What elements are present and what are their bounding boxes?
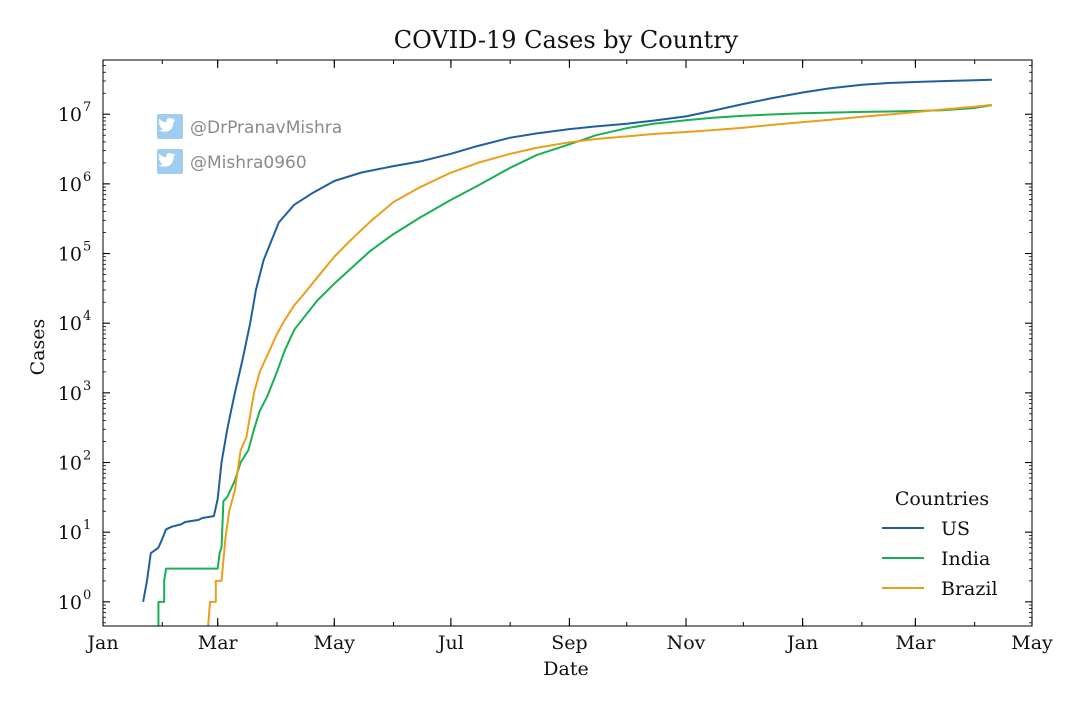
x-tick-label: Mar bbox=[198, 632, 239, 654]
x-tick-label: Nov bbox=[667, 632, 706, 654]
legend-label-brazil: Brazil bbox=[941, 578, 998, 600]
y-tick-label: 10 bbox=[58, 244, 82, 266]
y-tick-label: 10 bbox=[58, 174, 82, 196]
series-line-us bbox=[142, 78, 992, 603]
series-line-brazil bbox=[207, 103, 992, 626]
legend-title: Countries bbox=[895, 488, 989, 510]
chart-title: COVID-19 Cases by Country bbox=[394, 26, 739, 54]
x-axis: Jan Mar May Jul Sep Nov Jan Mar May bbox=[85, 60, 1053, 654]
legend-label-india: India bbox=[941, 548, 990, 570]
x-tick-label: Jan bbox=[785, 632, 818, 654]
watermark: @DrPranavMishra @Mishra0960 bbox=[157, 114, 342, 174]
x-tick-label: May bbox=[1011, 632, 1053, 654]
series-line-india bbox=[157, 104, 993, 626]
y-tick-exponent: 7 bbox=[83, 100, 91, 115]
plot-frame bbox=[102, 59, 1033, 627]
y-tick-label: 10 bbox=[58, 592, 82, 614]
twitter-bird-glyph bbox=[158, 152, 176, 167]
y-tick-label: 10 bbox=[58, 313, 82, 335]
watermark-handle-2: @Mishra0960 bbox=[190, 153, 307, 173]
y-tick-label: 10 bbox=[58, 453, 82, 475]
y-tick-exponent: 1 bbox=[83, 518, 91, 533]
y-tick-exponent: 2 bbox=[83, 449, 91, 464]
x-tick-label: May bbox=[314, 632, 356, 654]
watermark-handle-1: @DrPranavMishra bbox=[190, 118, 342, 138]
legend-items: US India Brazil bbox=[882, 518, 998, 600]
x-tick-label: Mar bbox=[895, 632, 936, 654]
y-tick-exponent: 3 bbox=[83, 379, 91, 394]
legend-label-us: US bbox=[941, 518, 970, 540]
watermark-row-2: @Mishra0960 bbox=[157, 149, 307, 174]
y-tick-exponent: 4 bbox=[83, 309, 91, 324]
y-tick-exponent: 0 bbox=[83, 588, 91, 603]
y-tick-label: 10 bbox=[58, 522, 82, 544]
y-axis-label: Cases bbox=[27, 319, 49, 376]
series-lines bbox=[142, 78, 993, 626]
y-tick-label: 10 bbox=[58, 383, 82, 405]
legend: Countries US India Brazil bbox=[882, 488, 998, 600]
y-tick-exponent: 5 bbox=[83, 240, 91, 255]
y-tick-label: 10 bbox=[58, 104, 82, 126]
x-tick-label: Sep bbox=[551, 632, 587, 654]
x-tick-label: Jul bbox=[436, 632, 464, 654]
twitter-bird-glyph bbox=[158, 117, 176, 132]
x-tick-label: Jan bbox=[85, 632, 118, 654]
x-axis-label: Date bbox=[543, 658, 588, 680]
watermark-row-1: @DrPranavMishra bbox=[157, 114, 342, 139]
y-tick-exponent: 6 bbox=[83, 170, 91, 185]
